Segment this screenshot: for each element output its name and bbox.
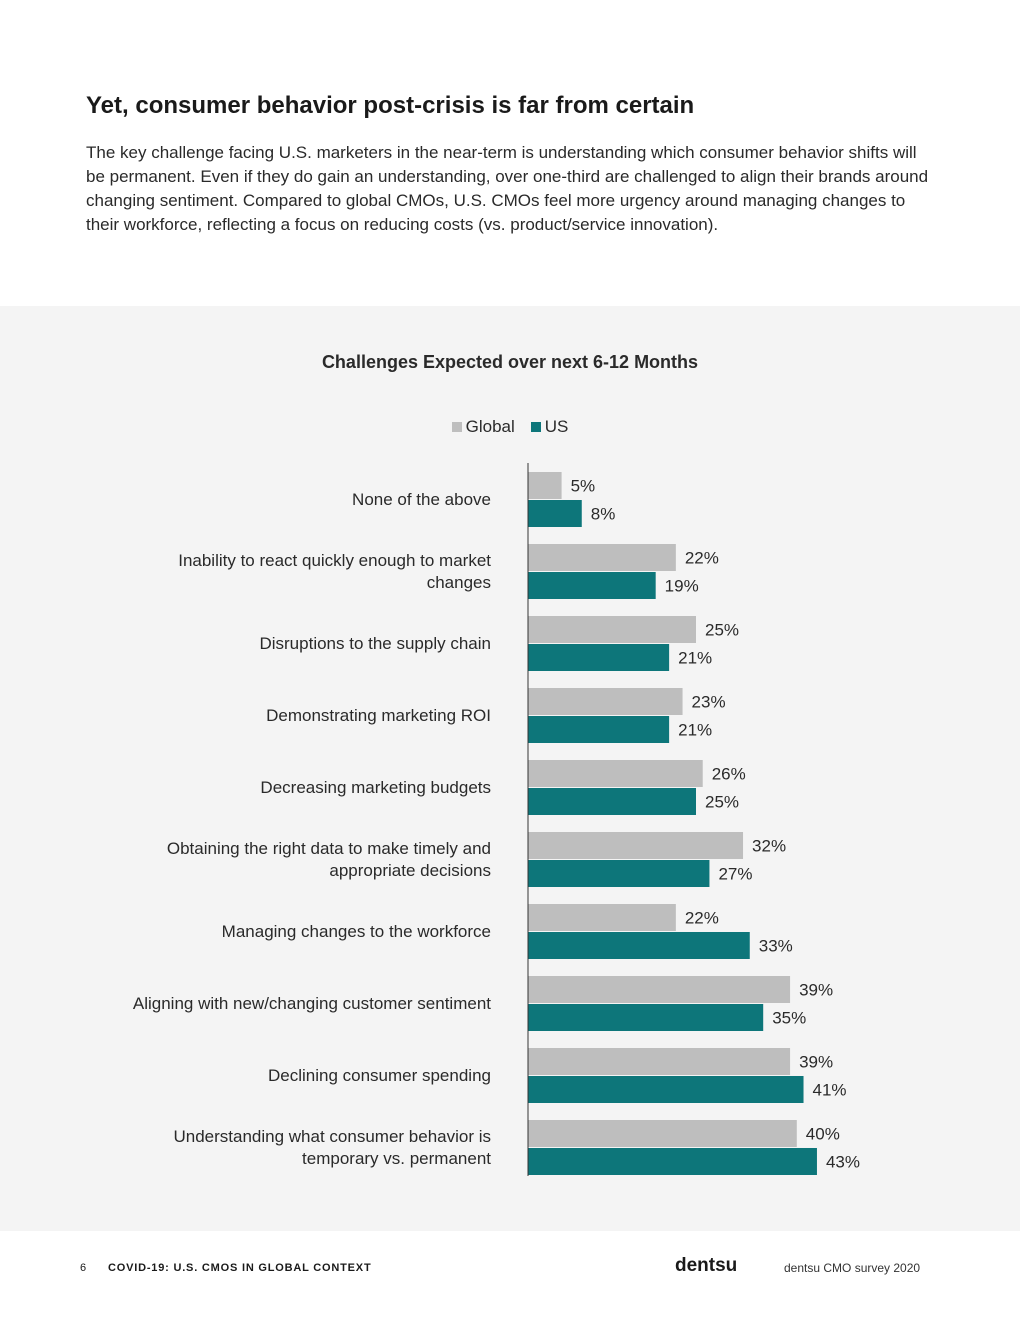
bar-global-4 [528,688,683,715]
category-label: Aligning with new/changing customer sent… [133,994,491,1013]
value-label-global: 39% [799,1053,833,1072]
bar-us-2 [528,572,656,599]
bar-us-5 [528,788,696,815]
value-label-global: 39% [799,981,833,1000]
bar-global-10 [528,1120,797,1147]
chart-legend: Global US [0,417,1020,437]
value-label-us: 25% [705,793,739,812]
legend-label-us: US [544,417,569,436]
value-label-us: 21% [678,649,712,668]
legend-swatch-us [530,422,541,432]
chart-panel [0,306,1020,1231]
value-label-global: 22% [685,549,719,568]
value-label-global: 32% [752,837,786,856]
value-label-us: 33% [759,937,793,956]
chart-title: Challenges Expected over next 6-12 Month… [321,352,699,372]
brand-logo: dentsu [675,1255,738,1276]
bar-global-3 [528,616,696,643]
bar-chart: None of the above 5% 8% Inability to react … [133,463,860,1176]
value-label-us: 27% [718,865,752,884]
bar-global-6 [528,832,744,859]
document-title: COVID-19: U.S. CMOS IN GLOBAL CONTEXT [108,1262,372,1274]
bar-global-5 [528,760,703,787]
page-number: 6 [80,1262,87,1274]
page-footer: 6 COVID-19: U.S. CMOS IN GLOBAL CONTEXT … [0,1255,1020,1285]
legend-item-global: Global [451,417,515,437]
bar-global-2 [528,544,676,571]
bar-us-9 [528,1076,804,1103]
category-label: changes [427,573,491,592]
legend-swatch-global [451,422,462,432]
category-label: temporary vs. permanent [302,1149,491,1168]
value-label-global: 23% [692,693,726,712]
value-label-global: 22% [685,909,719,928]
value-label-us: 41% [813,1081,847,1100]
value-label-us: 8% [591,505,616,524]
value-label-global: 26% [712,765,746,784]
bar-us-1 [528,500,582,527]
category-label: Disruptions to the supply chain [259,634,491,653]
value-label-us: 43% [826,1153,860,1172]
category-label: Declining consumer spending [268,1066,491,1085]
category-label: Decreasing marketing budgets [260,778,491,797]
value-label-global: 40% [806,1125,840,1144]
value-label-us: 35% [772,1009,806,1028]
category-label: Inability to react quickly enough to mar… [178,551,491,570]
bar-global-9 [528,1048,791,1075]
category-label: appropriate decisions [329,861,491,880]
bar-us-6 [528,860,710,887]
bar-us-3 [528,644,670,671]
value-label-us: 19% [665,577,699,596]
page-heading: Yet, consumer behavior post-crisis is fa… [86,92,695,119]
source-note: dentsu CMO survey 2020 [784,1261,921,1275]
category-label: Managing changes to the workforce [222,922,491,941]
category-label: Understanding what consumer behavior is [173,1127,491,1146]
bar-us-7 [528,932,750,959]
intro-paragraph: The key challenge facing U.S. marketers … [86,143,929,234]
legend-item-us: US [530,417,569,437]
value-label-global: 5% [571,477,596,496]
legend-label-global: Global [465,417,515,436]
value-label-global: 25% [705,621,739,640]
bar-us-4 [528,716,670,743]
bar-global-7 [528,904,676,931]
bar-global-8 [528,976,791,1003]
bar-global-1 [528,472,562,499]
bar-us-10 [528,1148,817,1175]
value-label-us: 21% [678,721,712,740]
category-label: None of the above [352,490,491,509]
category-label: Demonstrating marketing ROI [266,706,491,725]
bar-us-8 [528,1004,764,1031]
category-label: Obtaining the right data to make timely … [167,839,491,858]
